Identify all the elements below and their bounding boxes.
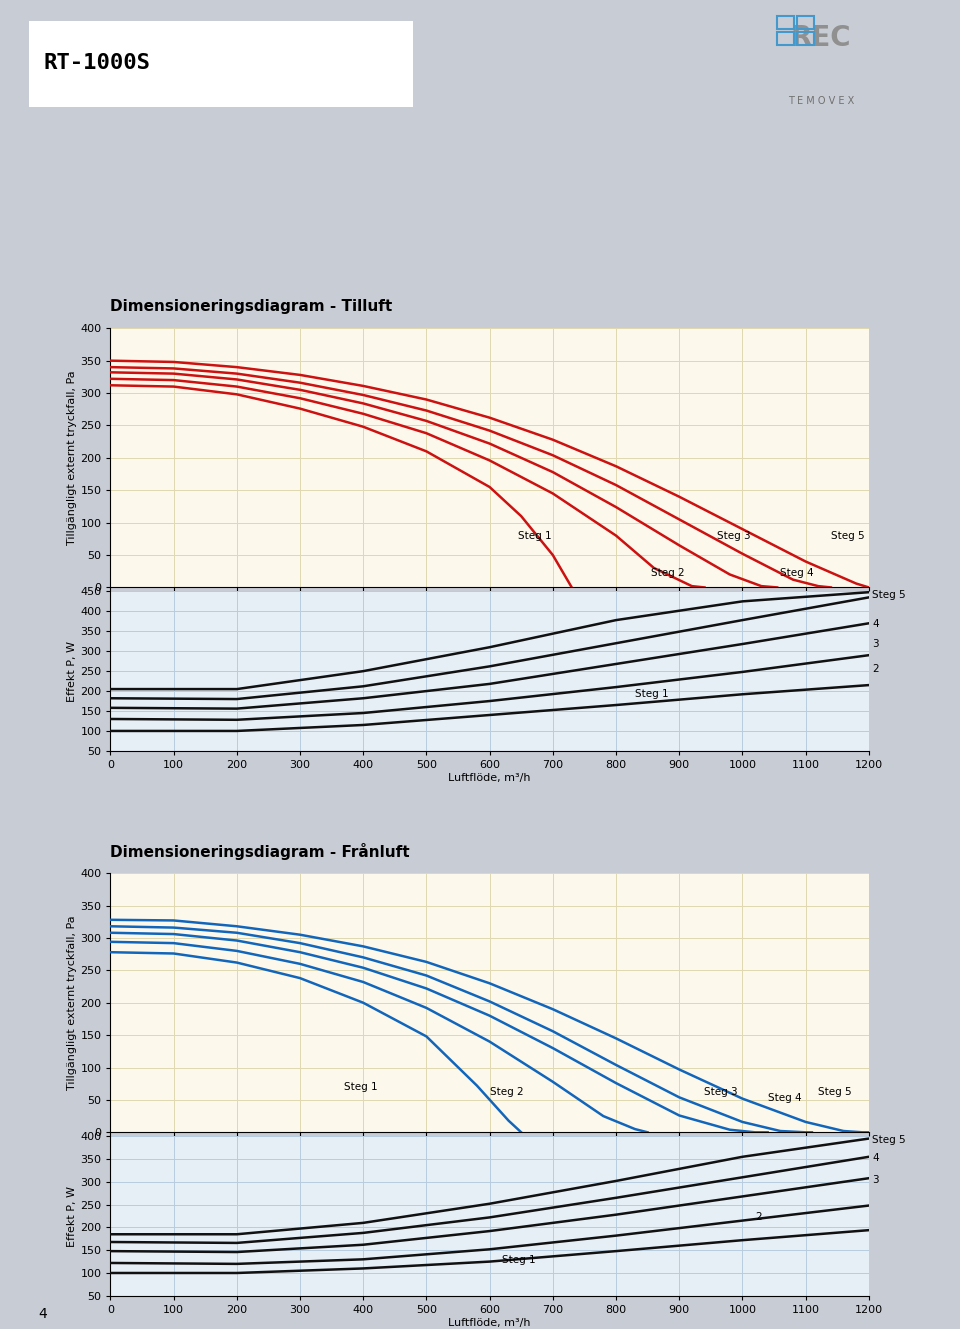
Text: Steg 2: Steg 2: [490, 1087, 523, 1096]
Y-axis label: Tillgängligt externt tryckfall, Pa: Tillgängligt externt tryckfall, Pa: [67, 371, 78, 545]
Text: Dimensioneringsdiagram - Frånluft: Dimensioneringsdiagram - Frånluft: [110, 844, 410, 860]
Text: Steg 5: Steg 5: [818, 1087, 852, 1096]
X-axis label: Luftflöde, m³/h: Luftflöde, m³/h: [448, 1317, 531, 1328]
Y-axis label: Effekt P, W: Effekt P, W: [67, 641, 78, 702]
Text: Dimensioneringsdiagram - Tilluft: Dimensioneringsdiagram - Tilluft: [110, 299, 393, 315]
Text: 2: 2: [872, 664, 878, 674]
Text: Steg 2: Steg 2: [651, 569, 684, 578]
Text: 4: 4: [872, 619, 878, 629]
Bar: [29, 21, 413, 108]
Text: Steg 1: Steg 1: [518, 530, 552, 541]
Text: Steg 5: Steg 5: [872, 590, 905, 601]
Text: Steg 1: Steg 1: [502, 1255, 536, 1265]
Text: 4: 4: [38, 1308, 47, 1321]
Text: Steg 1: Steg 1: [635, 690, 668, 699]
Text: 2: 2: [756, 1212, 761, 1223]
Text: Steg 1: Steg 1: [345, 1082, 378, 1092]
Bar: [777, 16, 794, 29]
Text: Steg 5: Steg 5: [872, 1135, 905, 1146]
Text: REC: REC: [790, 24, 852, 52]
X-axis label: Luftflöde, m³/h: Luftflöde, m³/h: [448, 772, 531, 783]
Text: T E M O V E X: T E M O V E X: [787, 96, 854, 106]
Text: 3: 3: [872, 1175, 878, 1184]
Bar: [777, 32, 794, 45]
Bar: [797, 32, 814, 45]
Y-axis label: Tillgängligt externt tryckfall, Pa: Tillgängligt externt tryckfall, Pa: [67, 916, 78, 1090]
Text: Steg 3: Steg 3: [705, 1087, 738, 1096]
Y-axis label: Effekt P, W: Effekt P, W: [67, 1185, 78, 1247]
Text: RT-1000S: RT-1000S: [43, 53, 150, 73]
Text: 4: 4: [872, 1154, 878, 1163]
Text: Steg 3: Steg 3: [717, 530, 751, 541]
Text: Steg 4: Steg 4: [768, 1092, 802, 1103]
Bar: [797, 16, 814, 29]
Text: Steg 4: Steg 4: [780, 569, 814, 578]
Text: 3: 3: [872, 639, 878, 649]
Text: Steg 5: Steg 5: [831, 530, 865, 541]
